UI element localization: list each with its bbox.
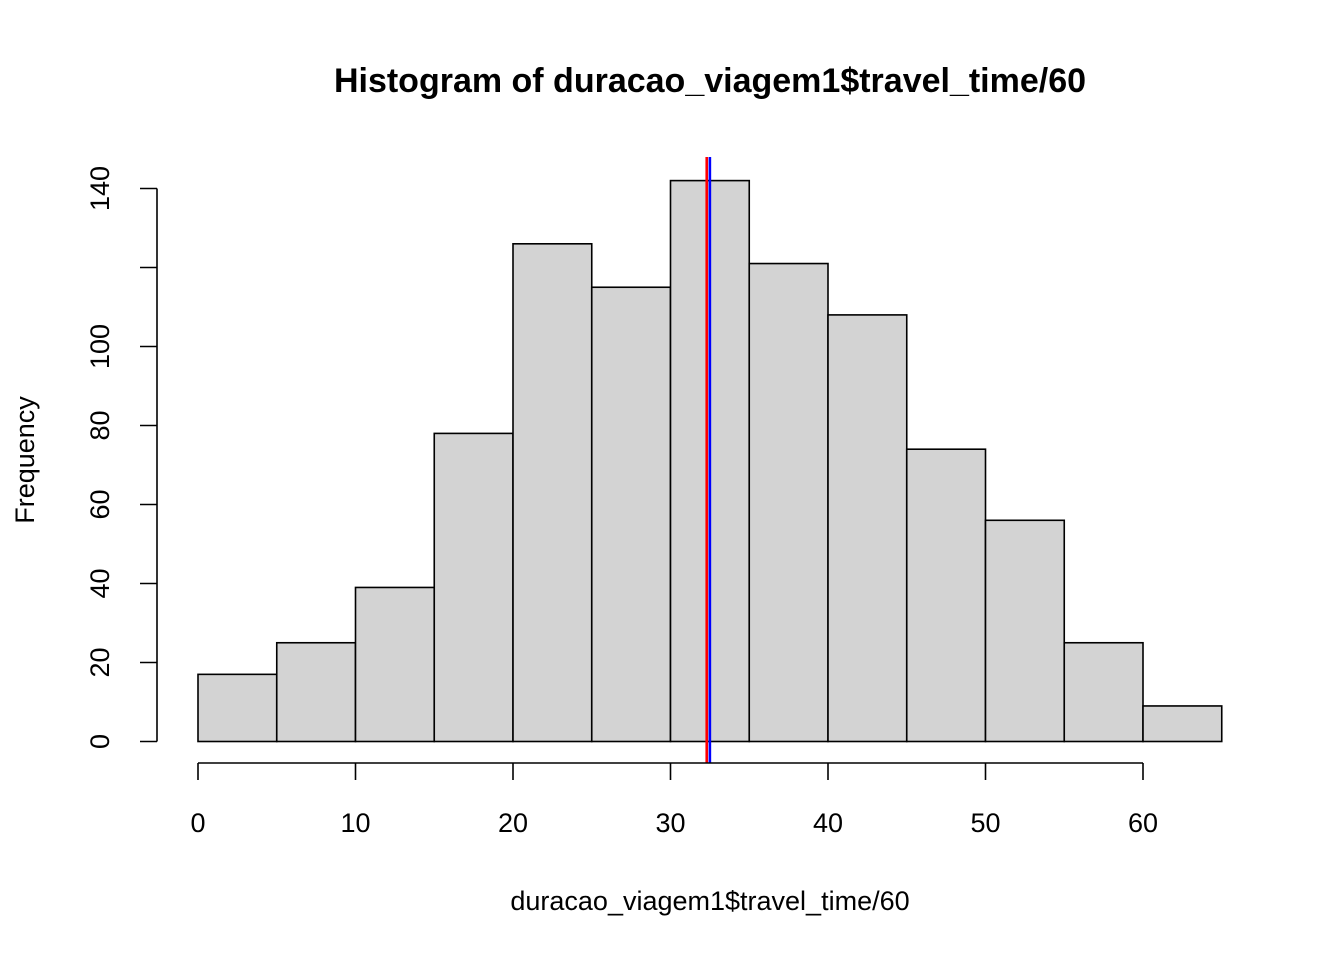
histogram-bar-5 xyxy=(590,286,672,743)
y-axis: 0 20 40 60 80 100 140 xyxy=(85,166,158,749)
x-tick-label-6: 60 xyxy=(1128,808,1158,838)
histogram-bar-7 xyxy=(748,262,829,743)
reference-lines-group xyxy=(705,157,712,763)
x-tick-label-4: 40 xyxy=(813,808,843,838)
histogram-bar-10 xyxy=(984,519,1066,743)
y-tick-label-7: 140 xyxy=(85,166,115,211)
histogram-bar-9 xyxy=(905,448,987,743)
histogram-bar-0 xyxy=(197,673,278,743)
chart-title: Histogram of duracao_viagem1$travel_time… xyxy=(334,62,1086,100)
bars-group xyxy=(197,179,1223,743)
y-tick-label-1: 20 xyxy=(85,647,115,677)
x-tick-label-1: 10 xyxy=(340,808,370,838)
x-tick-label-5: 50 xyxy=(970,808,1000,838)
x-tick-label-0: 0 xyxy=(190,808,205,838)
y-tick-label-0: 0 xyxy=(85,734,115,749)
histogram-bar-8 xyxy=(827,314,908,743)
y-tick-label-2: 40 xyxy=(85,568,115,598)
y-tick-label-3: 60 xyxy=(85,489,115,519)
histogram-bar-3 xyxy=(433,432,514,743)
histogram-bar-4 xyxy=(512,243,593,743)
histogram-bar-12 xyxy=(1142,705,1223,743)
y-tick-label-5: 100 xyxy=(85,324,115,369)
histogram-bar-2 xyxy=(354,586,436,743)
x-tick-label-2: 20 xyxy=(498,808,528,838)
histogram-bar-1 xyxy=(275,641,357,743)
x-axis-label: duracao_viagem1$travel_time/60 xyxy=(510,886,909,916)
y-tick-label-4: 80 xyxy=(85,410,115,440)
y-axis-label: Frequency xyxy=(10,396,40,524)
x-axis: 0 10 20 30 40 50 60 xyxy=(190,762,1158,838)
histogram-bar-11 xyxy=(1063,641,1144,743)
x-tick-label-3: 30 xyxy=(655,808,685,838)
